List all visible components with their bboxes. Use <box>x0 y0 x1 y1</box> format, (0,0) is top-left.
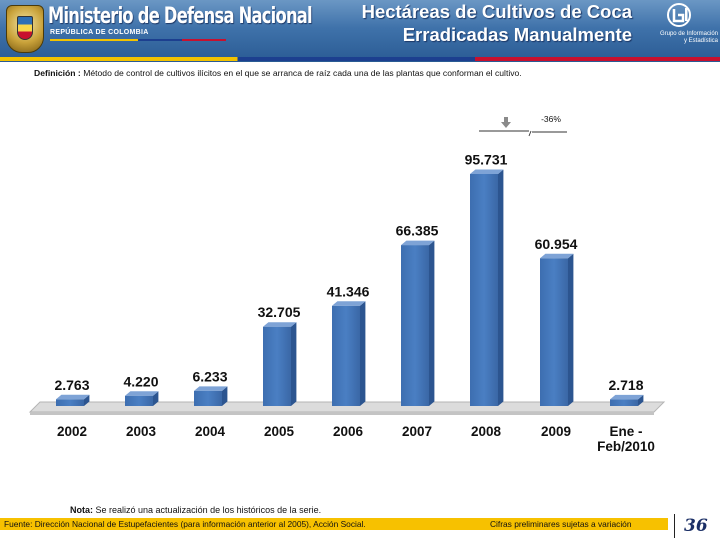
bar-side <box>153 391 159 406</box>
bar-top <box>332 301 366 306</box>
bar-front <box>332 305 360 406</box>
bar-front <box>56 399 84 406</box>
bar-side <box>498 169 504 406</box>
down-arrow-icon <box>501 117 511 128</box>
definition: Definición : Método de control de cultiv… <box>34 68 714 78</box>
group-name-line-1: Grupo de Información <box>659 31 718 37</box>
header-banner: Ministerio de Defensa Nacional REPÚBLICA… <box>0 0 720 62</box>
footer-source: Fuente: Dirección Nacional de Estupefaci… <box>4 519 366 529</box>
bar-top <box>470 169 504 174</box>
bar-side <box>568 253 574 406</box>
bar-top <box>263 322 297 327</box>
note-text: Se realizó una actualización de los hist… <box>95 505 322 515</box>
definition-label: Definición : <box>34 68 81 78</box>
x-tick-label: 2002 <box>57 424 87 439</box>
group-name: Grupo de Información y Estadística <box>642 31 718 45</box>
bar-side <box>638 394 644 406</box>
flag-color-bar <box>50 39 226 41</box>
x-tick-label: 2004 <box>195 424 226 439</box>
data-label: 66.385 <box>396 223 439 239</box>
data-label: 41.346 <box>327 283 370 299</box>
bar-side <box>84 394 90 406</box>
bar-chart: 2.763 2002 4.220 2003 6.233 2004 32.705 2005 41.… <box>28 114 666 454</box>
ministry-name: Ministerio de Defensa Nacional <box>48 4 313 29</box>
footer-preliminary-note: Cifras preliminares sujetas a variación <box>490 519 632 529</box>
giei-logo-icon <box>667 3 691 27</box>
page-number: 36 <box>684 516 708 536</box>
bar-2006 <box>332 301 366 406</box>
bar-2004 <box>194 386 228 406</box>
page-title: Hectáreas de Cultivos de Coca Erradicada… <box>312 0 632 46</box>
bar-2008 <box>470 169 504 406</box>
x-tick-label: 2008 <box>471 424 502 439</box>
bar-top <box>610 394 644 400</box>
chart-floor-edge <box>30 412 654 415</box>
bar-2007 <box>401 240 435 406</box>
title-line-1: Hectáreas de Cultivos de Coca <box>361 1 632 22</box>
header-stripe <box>0 57 720 61</box>
bar-side <box>222 386 228 406</box>
footer-bar <box>0 518 668 530</box>
bar-top <box>540 253 574 259</box>
x-tick-label: Feb/2010 <box>597 439 655 454</box>
bar-top <box>56 394 90 400</box>
data-label: 95.731 <box>465 152 508 168</box>
bar-front <box>125 395 153 406</box>
data-label: 4.220 <box>123 373 158 389</box>
bar-2009 <box>540 253 574 406</box>
note-label: Nota: <box>70 505 93 515</box>
ministry-subtitle: REPÚBLICA DE COLOMBIA <box>50 29 149 36</box>
bar-ene-feb-2010 <box>610 394 644 406</box>
bar-side <box>360 301 366 406</box>
bar-front <box>540 258 568 406</box>
data-label: 6.233 <box>192 368 227 384</box>
bar-front <box>401 245 429 406</box>
bar-side <box>429 240 435 406</box>
bar-front <box>470 174 498 406</box>
data-label: 2.763 <box>54 377 89 393</box>
definition-text: Método de control de cultivos ilícitos e… <box>83 68 522 78</box>
x-tick-label: 2009 <box>541 424 571 439</box>
x-tick-label: 2006 <box>333 424 364 439</box>
title-line-2: Erradicadas Manualmente <box>402 24 632 45</box>
bar-side <box>291 322 297 406</box>
bar-top <box>125 391 159 396</box>
bar-2005 <box>263 322 297 406</box>
bar-2002 <box>56 394 90 406</box>
colombia-crest-icon <box>6 5 44 53</box>
x-tick-label: 2005 <box>264 424 295 439</box>
bar-front <box>263 326 291 406</box>
x-tick-label: Ene - <box>609 424 642 439</box>
bar-front <box>194 390 222 406</box>
bar-top <box>401 240 435 246</box>
data-label: 2.718 <box>608 377 643 393</box>
data-label: 32.705 <box>258 304 301 320</box>
variation-bracket <box>479 130 567 137</box>
x-tick-label: 2003 <box>126 424 157 439</box>
footer-note: Nota: Se realizó una actualización de lo… <box>70 505 321 515</box>
bar-2003 <box>125 391 159 406</box>
x-tick-label: 2007 <box>402 424 432 439</box>
data-label: 60.954 <box>535 236 578 252</box>
group-name-line-2: y Estadística <box>683 38 718 44</box>
bar-front <box>610 399 638 406</box>
bar-top <box>194 386 228 391</box>
variation-label: -36% <box>541 114 561 124</box>
page-number-box <box>674 514 719 538</box>
